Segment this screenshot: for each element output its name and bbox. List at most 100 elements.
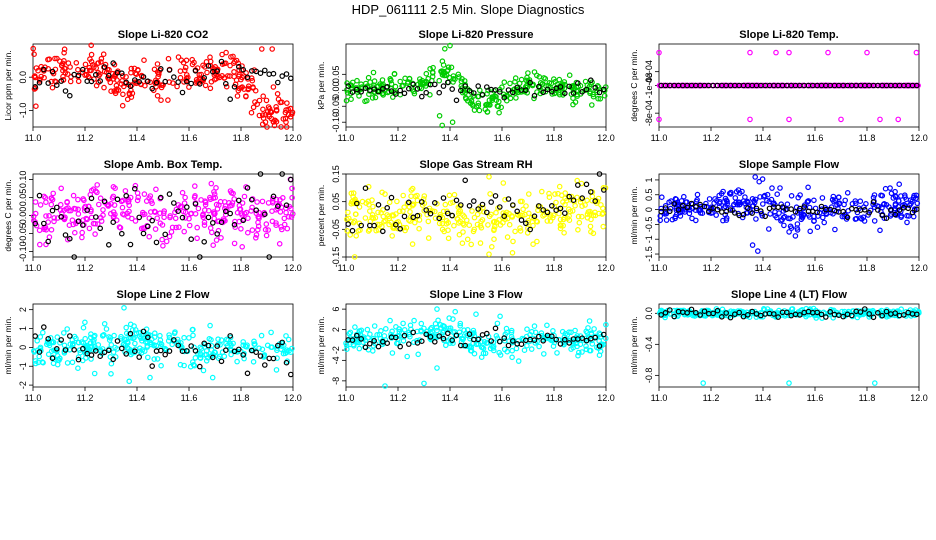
overlay-point bbox=[266, 254, 273, 260]
x-tick-label: 11.4 bbox=[755, 133, 772, 143]
overlay-point bbox=[548, 203, 555, 209]
overlay-point bbox=[505, 342, 512, 349]
overlay-point bbox=[818, 311, 825, 318]
overlay-point bbox=[483, 84, 490, 90]
y-axis-label: ml/min per min. bbox=[629, 316, 639, 374]
x-tick-label: 12.0 bbox=[910, 393, 928, 403]
overlay-point bbox=[166, 191, 173, 197]
overlay-point bbox=[188, 236, 195, 243]
x-tick-label: 11.8 bbox=[859, 393, 876, 403]
data-point bbox=[372, 215, 379, 221]
data-point bbox=[88, 187, 95, 194]
data-point bbox=[217, 341, 223, 348]
data-point bbox=[512, 228, 518, 235]
data-point bbox=[525, 191, 532, 197]
data-point bbox=[345, 209, 351, 216]
data-point bbox=[470, 327, 477, 334]
data-point bbox=[857, 198, 864, 205]
overlay-point bbox=[236, 346, 242, 353]
data-point bbox=[250, 84, 256, 90]
data-point bbox=[577, 341, 584, 348]
data-point bbox=[732, 195, 739, 201]
data-point bbox=[75, 66, 81, 73]
data-point bbox=[207, 196, 214, 203]
data-point bbox=[490, 345, 497, 351]
data-point bbox=[249, 77, 256, 84]
data-point bbox=[348, 201, 355, 207]
overlay-point bbox=[544, 86, 551, 93]
data-point bbox=[797, 192, 803, 198]
data-point bbox=[374, 331, 380, 338]
data-point bbox=[254, 226, 261, 233]
data-point bbox=[425, 235, 432, 241]
data-point bbox=[83, 72, 90, 78]
data-point bbox=[53, 348, 60, 355]
data-point bbox=[234, 358, 240, 365]
data-point bbox=[166, 334, 173, 341]
data-point bbox=[603, 321, 609, 328]
overlay-point bbox=[179, 214, 186, 221]
overlay-point bbox=[574, 80, 581, 86]
overlay-point bbox=[527, 226, 534, 233]
x-tick-label: 12.0 bbox=[910, 263, 928, 273]
data-point bbox=[727, 191, 734, 197]
overlay-point bbox=[596, 343, 603, 349]
data-point bbox=[273, 220, 279, 226]
data-point bbox=[69, 359, 76, 366]
overlay-point bbox=[431, 81, 438, 88]
outlier-point bbox=[877, 116, 883, 123]
overlay-point bbox=[397, 226, 404, 232]
data-point bbox=[493, 209, 499, 216]
data-point bbox=[658, 194, 665, 201]
data-point bbox=[181, 334, 187, 341]
overlay-point bbox=[496, 204, 503, 210]
data-point bbox=[238, 226, 244, 232]
data-point bbox=[250, 358, 257, 365]
data-point bbox=[403, 224, 410, 231]
overlay-point bbox=[527, 79, 534, 86]
data-point bbox=[61, 342, 68, 349]
overlay-point bbox=[218, 58, 225, 65]
overlay-point bbox=[579, 195, 586, 201]
data-point bbox=[123, 74, 129, 80]
x-tick-label: 11.6 bbox=[807, 393, 824, 403]
data-point bbox=[597, 96, 604, 102]
overlay-point bbox=[566, 193, 573, 200]
overlay-point bbox=[531, 213, 538, 220]
data-point bbox=[344, 228, 351, 234]
data-point bbox=[742, 200, 748, 207]
overlay-point bbox=[779, 204, 786, 210]
data-point bbox=[251, 338, 257, 345]
data-point bbox=[480, 209, 487, 215]
data-point bbox=[575, 213, 582, 220]
data-point bbox=[367, 79, 374, 85]
overlay-point bbox=[274, 79, 281, 86]
data-point bbox=[583, 343, 589, 349]
overlay-point bbox=[401, 90, 408, 97]
overlay-point bbox=[392, 334, 399, 341]
overlay-point bbox=[192, 347, 199, 354]
overlay-point bbox=[518, 341, 525, 348]
data-point bbox=[124, 96, 131, 103]
overlay-point bbox=[362, 85, 369, 92]
data-point bbox=[197, 352, 204, 358]
overlay-point bbox=[540, 89, 547, 96]
data-point bbox=[587, 347, 594, 354]
data-point bbox=[485, 102, 492, 108]
data-point bbox=[474, 221, 481, 228]
x-tick-label: 11.8 bbox=[859, 133, 876, 143]
overlay-point bbox=[427, 334, 434, 340]
y-tick-label: 1 bbox=[644, 177, 654, 182]
overlay-point bbox=[240, 352, 247, 358]
data-point bbox=[816, 82, 823, 89]
data-point bbox=[186, 215, 192, 222]
data-point bbox=[885, 82, 892, 89]
data-point bbox=[92, 231, 98, 237]
data-point bbox=[109, 195, 116, 201]
data-point bbox=[101, 84, 107, 91]
data-point bbox=[445, 219, 452, 226]
data-point bbox=[354, 339, 361, 346]
outlier-point bbox=[913, 49, 920, 56]
data-point bbox=[64, 360, 71, 366]
overlay-point bbox=[883, 215, 890, 222]
